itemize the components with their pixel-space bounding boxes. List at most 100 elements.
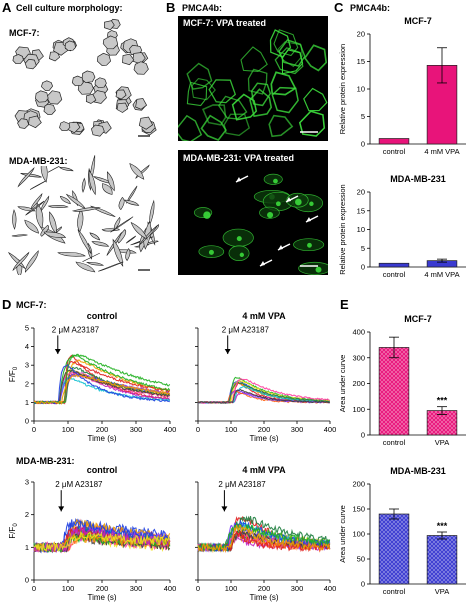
- arrow-head-icon: [286, 197, 291, 202]
- x-tick-label: 0: [32, 425, 36, 434]
- x-tick-label: control: [383, 587, 406, 596]
- bright-spot: [236, 236, 242, 242]
- bright-spot: [208, 249, 214, 255]
- x-tick-label: 400: [324, 584, 337, 593]
- chart-title: MCF-7: [404, 314, 432, 324]
- x-tick-label: VPA: [435, 587, 449, 596]
- y-tick-label: 0: [25, 417, 29, 426]
- x-tick-label: 300: [291, 584, 304, 593]
- mcf7-cell: [115, 89, 127, 100]
- bright-spot: [273, 178, 278, 184]
- membrane-outline: [269, 29, 292, 58]
- stimulus-arrow-head-icon: [58, 506, 65, 512]
- y-tick-label: 3: [25, 361, 29, 370]
- chart-c-mda: MDA-MB-231 Relative protein expression 0 5 1…: [338, 174, 466, 279]
- membrane-outline: [247, 68, 268, 95]
- x-tick-label: 200: [96, 584, 109, 593]
- mcf7-cell: [46, 90, 63, 105]
- membrane-outline: [271, 86, 299, 114]
- membrane-outline: [231, 93, 258, 121]
- mda-cell: [77, 229, 92, 254]
- y-tick-label: 2: [25, 510, 29, 519]
- y-tick-label: 1: [25, 398, 29, 407]
- mda-cell: [110, 216, 134, 233]
- y-tick-label: 200: [352, 480, 365, 489]
- mda-cell: [59, 195, 71, 205]
- mda-cell: [102, 183, 113, 195]
- y-tick-label: 200: [352, 379, 365, 388]
- chart-e-mcf7: MCF-7 Area under curve 0 100 200 300 400 contro…: [338, 314, 466, 447]
- membrane-outline: [278, 39, 306, 67]
- y-tick-label: 15: [357, 206, 365, 215]
- x-tick-label: 400: [164, 425, 177, 434]
- mda-cell: [8, 251, 26, 270]
- mda-cell: [101, 227, 121, 232]
- y-axis-label: Area under curve: [338, 505, 347, 563]
- trace-line: [33, 531, 171, 552]
- y-axis-label: Area under curve: [338, 355, 347, 413]
- y-tick-label: 20: [357, 188, 365, 197]
- membrane-outline: [186, 62, 213, 90]
- y-tick-label: 400: [352, 328, 365, 337]
- mcf7-cell: [28, 115, 42, 129]
- arrow-head-icon: [260, 261, 265, 266]
- x-axis-label: Time (s): [87, 434, 116, 443]
- mda-cell: [112, 238, 124, 267]
- mcf7-cell: [102, 35, 119, 50]
- significance-marker: ***: [437, 521, 448, 531]
- stimulus-label: 2 μM A23187: [218, 480, 266, 489]
- mcf7-cell: [12, 54, 24, 65]
- mcf7-cell: [122, 53, 135, 66]
- y-tick-label: 300: [352, 353, 365, 362]
- membrane-outline: [223, 113, 251, 137]
- mda-cell: [124, 199, 140, 206]
- arrow-head-icon: [278, 245, 283, 250]
- mda-cell: [12, 209, 17, 230]
- membrane-outline: [303, 87, 328, 112]
- y-tick-label: 50: [357, 555, 365, 564]
- panel-e-letter: E: [340, 297, 349, 312]
- mda-cell: [24, 219, 39, 234]
- cell-body: [298, 261, 328, 275]
- x-axis-label: Time (s): [249, 434, 278, 443]
- mda-cell: [17, 206, 36, 212]
- mcf7-cell: [17, 118, 30, 129]
- chart-d-mda-vpa: 4 mM VPA 0 100 200 300 400 Time (s) 2 μM A23187: [195, 465, 337, 602]
- membrane-outline: [268, 114, 294, 138]
- y-axis-label: F/F0: [8, 366, 19, 382]
- chart-d-mcf7-control: control 0 1 2 3 4 5 0 100 200 300 400 Time (s) F/F0 2 …: [8, 311, 177, 443]
- trace-line: [197, 524, 331, 554]
- mda-cell: [40, 195, 50, 212]
- y-tick-label: 100: [352, 530, 365, 539]
- mda-cell: [125, 248, 131, 262]
- mcf7-cell: [81, 70, 96, 83]
- mcf7-cell: [138, 116, 154, 130]
- mcf7-cell: [71, 75, 84, 87]
- stimulus-arrow-head-icon: [221, 506, 228, 512]
- mda-cell: [98, 261, 124, 272]
- bright-spot: [275, 201, 281, 207]
- y-tick-label: 3: [25, 478, 29, 487]
- trace-line: [33, 373, 171, 406]
- membrane-outline: [274, 47, 304, 75]
- x-tick-label: 0: [32, 584, 36, 593]
- panel-c-letter: C: [334, 0, 344, 15]
- y-tick-label: 0: [361, 140, 365, 149]
- stimulus-label: 2 μM A23187: [55, 480, 103, 489]
- membrane-outline: [303, 44, 328, 72]
- arrow-head-icon: [306, 217, 311, 222]
- y-tick-label: 0: [361, 580, 365, 589]
- mda-cell: [129, 163, 145, 180]
- bar: [426, 535, 458, 585]
- bar: [378, 347, 410, 436]
- membrane-outline: [201, 104, 227, 126]
- x-tick-label: control: [383, 438, 406, 447]
- membrane-outline: [273, 29, 299, 57]
- membrane-outline: [200, 114, 227, 141]
- mda-cell: [25, 200, 45, 216]
- trace-line: [197, 388, 330, 404]
- panel-b-letter: B: [166, 0, 176, 15]
- mcf7-cell: [59, 121, 71, 132]
- bright-spot: [307, 242, 312, 248]
- mda-cell: [77, 208, 84, 233]
